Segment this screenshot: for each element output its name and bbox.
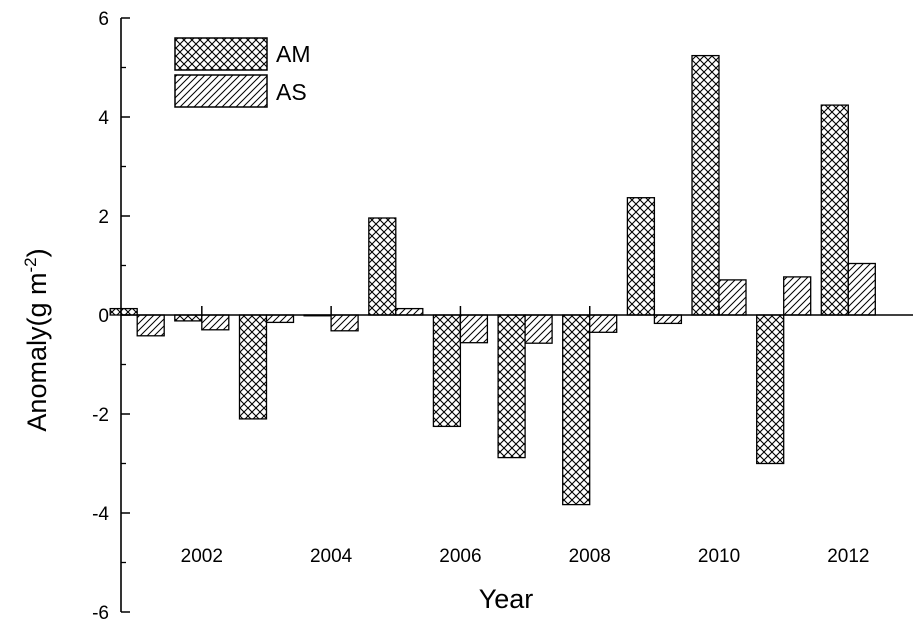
- y-ticks: -6 -4 -2 0 2 4 6: [92, 9, 130, 624]
- bar-am-2003: [238, 314, 268, 420]
- bar-am-2007: [497, 314, 526, 459]
- y-tick-label: -6: [92, 603, 109, 624]
- y-axis-title: Anomaly(g m-2): [21, 248, 52, 431]
- x-tick-label: 2012: [827, 546, 869, 567]
- bar-am-2010: [691, 54, 720, 316]
- legend-swatch-am: [174, 37, 268, 71]
- y-tick-label: 4: [98, 108, 109, 129]
- y-axis-title-sup: -2: [21, 257, 40, 272]
- bar-as-2001: [136, 314, 165, 337]
- legend: AM AS: [174, 37, 311, 108]
- bar-as-2004: [330, 314, 359, 332]
- legend-swatch-as: [174, 74, 268, 108]
- bar-am-2005: [368, 217, 397, 316]
- legend-label-am: AM: [276, 41, 311, 67]
- bar-as-2010: [718, 279, 747, 316]
- bar-as-2012: [847, 262, 876, 316]
- bar-as-2008: [589, 314, 618, 333]
- bar-as-2011: [783, 276, 812, 316]
- x-tick-label: 2002: [181, 546, 223, 567]
- bar-as-2002: [201, 314, 230, 331]
- bar-as-2006: [459, 314, 489, 344]
- bar-as-2007: [524, 314, 553, 344]
- y-axis-title-main: Anomaly(g m: [22, 273, 52, 432]
- x-ticks: 2002 2004 2006 2008 2010 2012: [181, 306, 869, 567]
- x-tick-label: 2008: [569, 546, 611, 567]
- x-axis-title: Year: [479, 584, 534, 614]
- y-axis-title-close: ): [22, 248, 52, 257]
- y-tick-label: 6: [98, 9, 109, 30]
- x-tick-label: 2004: [310, 546, 353, 567]
- bars-group: [109, 54, 876, 506]
- bar-as-2005: [395, 307, 424, 316]
- y-tick-label: -2: [92, 405, 109, 426]
- bar-as-2009: [653, 314, 683, 325]
- bar-am-2001: [109, 307, 138, 316]
- bar-am-2002: [174, 314, 203, 322]
- x-tick-label: 2006: [439, 546, 481, 567]
- bar-as-2003: [265, 314, 295, 324]
- bar-am-2006: [432, 314, 462, 428]
- bar-am-2012: [820, 104, 849, 316]
- y-tick-label: 2: [98, 207, 109, 228]
- y-tick-label: 0: [98, 306, 109, 327]
- legend-label-as: AS: [276, 79, 307, 105]
- bar-am-2008: [562, 314, 591, 506]
- bar-am-2009: [626, 197, 656, 316]
- bar-am-2011: [756, 314, 785, 465]
- x-tick-label: 2010: [698, 546, 740, 567]
- y-tick-label: -4: [92, 504, 109, 525]
